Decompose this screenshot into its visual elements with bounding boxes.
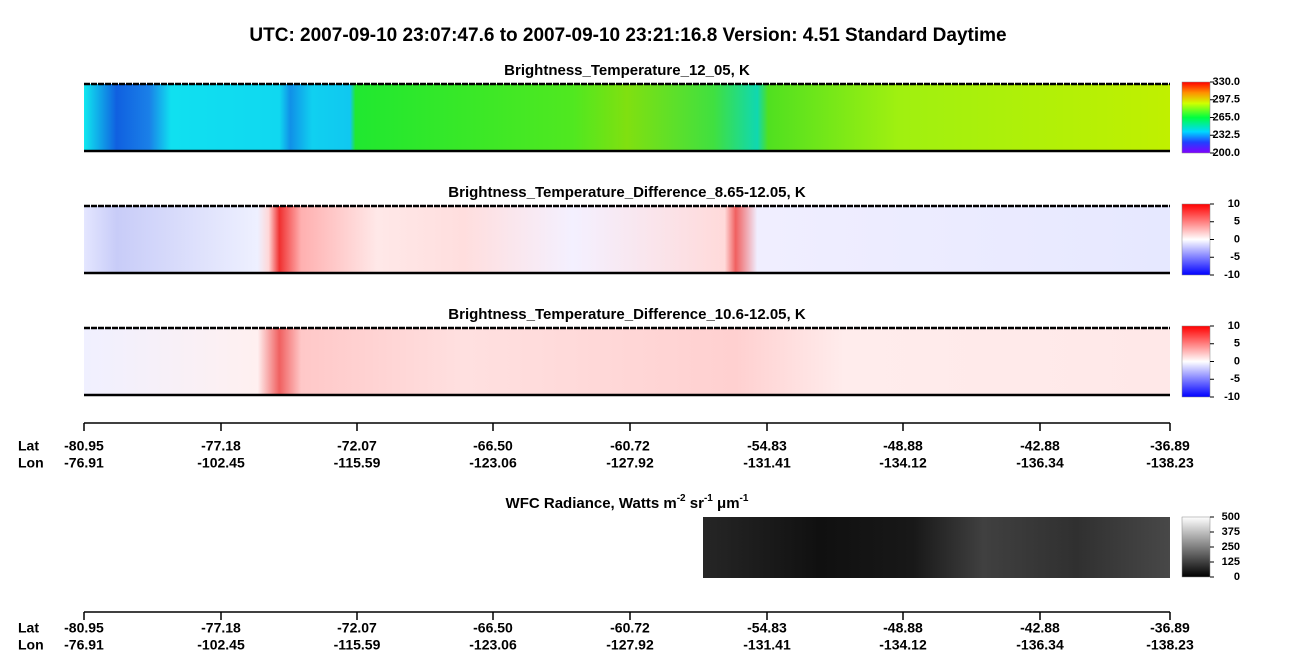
colorbar-tick-label: 0 (1234, 233, 1240, 245)
colorbar (1181, 516, 1211, 578)
lat-tick-label: -72.07 (337, 620, 377, 636)
panel-title: Brightness_Temperature_Difference_8.65-1… (448, 184, 806, 201)
lat-tick-label: -80.95 (64, 620, 104, 636)
lon-tick-label: -136.34 (1016, 455, 1064, 471)
lat-tick-label: -54.83 (747, 620, 787, 636)
lat-tick-label: -60.72 (610, 620, 650, 636)
lat-tick-label: -66.50 (473, 438, 513, 454)
heatmap-image (84, 206, 1170, 273)
title-part: sr (686, 495, 705, 512)
colorbar-tick-label: 297.5 (1212, 94, 1240, 106)
lon-tick-label: -123.06 (469, 637, 517, 653)
colorbar-tick-label: 5 (1234, 216, 1240, 228)
lon-tick-label: -138.23 (1146, 637, 1194, 653)
lat-tick-label: -77.18 (201, 620, 241, 636)
lat-tick-label: -48.88 (883, 438, 923, 454)
lat-label: Lat (18, 620, 39, 636)
colorbar-tick-label: 10 (1228, 320, 1240, 332)
title-part: WFC Radiance, Watts m (506, 495, 677, 512)
lon-label: Lon (18, 455, 44, 471)
colorbar-tick-label: 10 (1228, 198, 1240, 210)
colorbar (1181, 325, 1211, 398)
lon-tick-label: -115.59 (334, 455, 381, 471)
colorbar (1181, 81, 1211, 154)
panel-title: WFC Radiance, Watts m-2 sr-1 μm-1 (506, 493, 749, 512)
lat-tick-label: -60.72 (610, 438, 650, 454)
lon-tick-label: -134.12 (879, 455, 927, 471)
colorbar-tick-label: 232.5 (1212, 129, 1240, 141)
lon-tick-label: -123.06 (469, 455, 517, 471)
colorbar-tick-label: 0 (1234, 571, 1240, 583)
heatmap-image (84, 328, 1170, 395)
lon-tick-label: -76.91 (64, 637, 104, 653)
lat-tick-label: -48.88 (883, 620, 923, 636)
colorbar-tick-label: 265.0 (1212, 111, 1240, 123)
lat-tick-label: -72.07 (337, 438, 377, 454)
colorbar-tick-label: 250 (1222, 541, 1240, 553)
colorbar-tick-label: 375 (1222, 526, 1240, 538)
heatmap-image (84, 84, 1170, 151)
panel-title: Brightness_Temperature_12_05, K (504, 62, 750, 79)
lon-tick-label: -131.41 (743, 637, 791, 653)
title-part: -1 (704, 493, 713, 504)
panel-title: Brightness_Temperature_Difference_10.6-1… (448, 306, 806, 323)
colorbar (1181, 203, 1211, 276)
lon-tick-label: -136.34 (1016, 637, 1064, 653)
lat-label: Lat (18, 438, 39, 454)
page-title: UTC: 2007-09-10 23:07:47.6 to 2007-09-10… (249, 25, 1006, 46)
lon-tick-label: -115.59 (334, 637, 381, 653)
colorbar-tick-label: -10 (1224, 269, 1240, 281)
colorbar-tick-label: 330.0 (1212, 76, 1240, 88)
lat-tick-label: -36.89 (1150, 620, 1190, 636)
lon-tick-label: -134.12 (879, 637, 927, 653)
lon-tick-label: -127.92 (606, 637, 654, 653)
lat-tick-label: -80.95 (64, 438, 104, 454)
colorbar-tick-label: 0 (1234, 355, 1240, 367)
heatmap-image (703, 517, 1170, 578)
colorbar-tick-label: 200.0 (1212, 147, 1240, 159)
colorbar-tick-label: 5 (1234, 338, 1240, 350)
lat-tick-label: -77.18 (201, 438, 241, 454)
lat-tick-label: -42.88 (1020, 438, 1060, 454)
lon-tick-label: -76.91 (64, 455, 104, 471)
lon-tick-label: -131.41 (743, 455, 791, 471)
lon-label: Lon (18, 637, 44, 653)
colorbar-tick-label: -5 (1230, 373, 1240, 385)
lon-tick-label: -138.23 (1146, 455, 1194, 471)
colorbar-tick-label: -5 (1230, 251, 1240, 263)
lon-tick-label: -102.45 (197, 455, 245, 471)
colorbar-tick-label: 125 (1222, 556, 1240, 568)
lat-tick-label: -42.88 (1020, 620, 1060, 636)
colorbar-tick-label: 500 (1222, 511, 1240, 523)
lon-tick-label: -102.45 (197, 637, 245, 653)
title-part: μm (713, 495, 740, 512)
lat-tick-label: -66.50 (473, 620, 513, 636)
title-part: -1 (740, 493, 749, 504)
title-part: -2 (677, 493, 686, 504)
colorbar-tick-label: -10 (1224, 391, 1240, 403)
lat-tick-label: -54.83 (747, 438, 787, 454)
lat-tick-label: -36.89 (1150, 438, 1190, 454)
lon-tick-label: -127.92 (606, 455, 654, 471)
